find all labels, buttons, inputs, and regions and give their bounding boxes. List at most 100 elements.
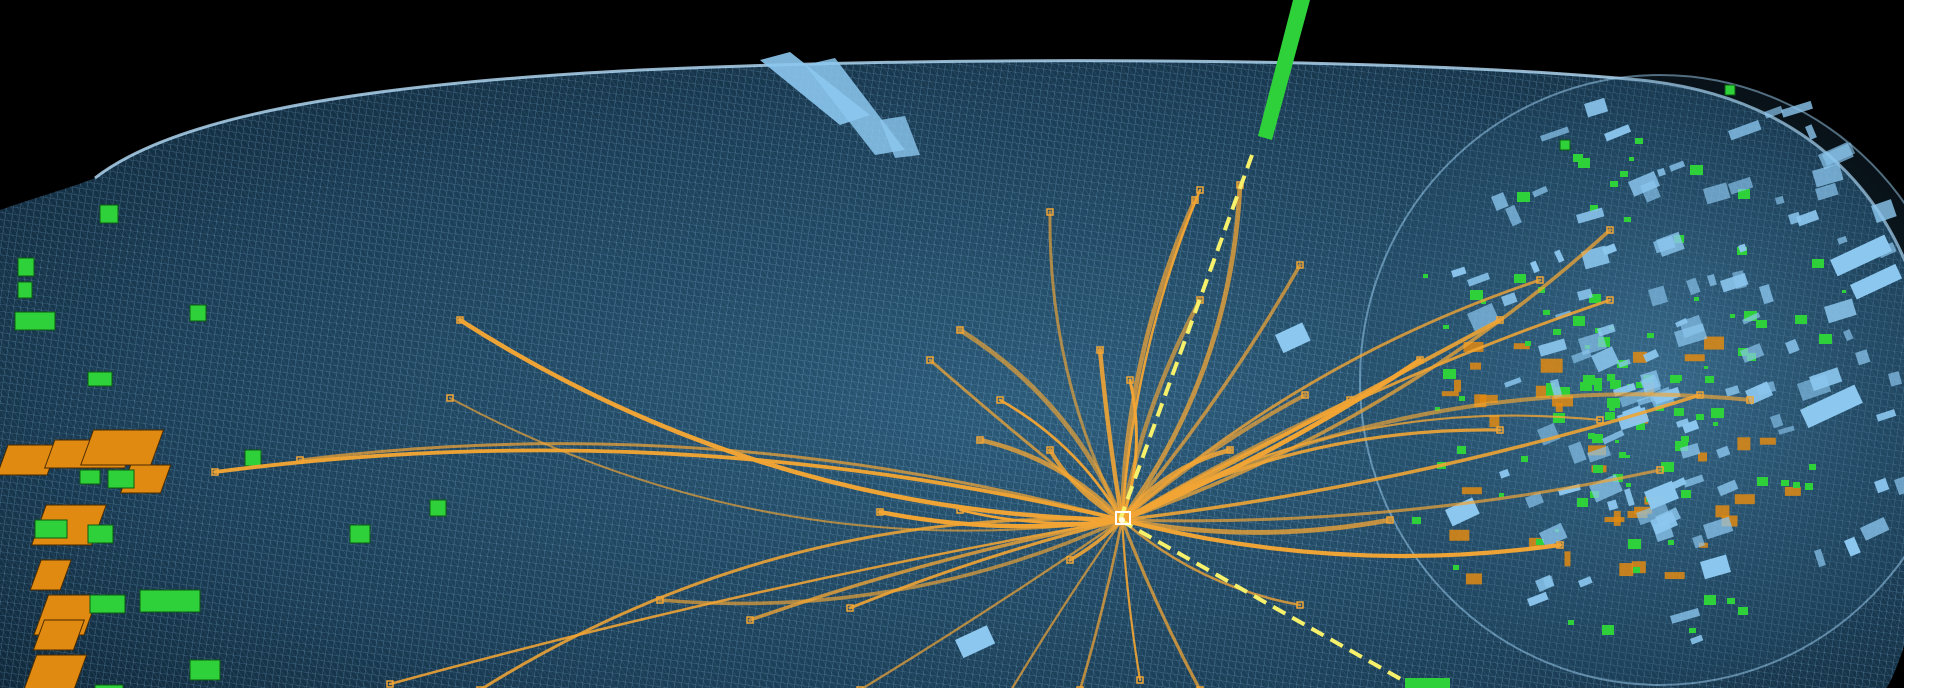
calorimeter-tower-icon <box>1704 336 1725 350</box>
particle-track-icon <box>958 508 1124 525</box>
endcap-block-icon <box>1830 234 1892 277</box>
particle-track-icon <box>998 398 1124 522</box>
particle-track-icon <box>1119 517 1563 559</box>
muon-chamber-hit-icon <box>1635 138 1643 144</box>
track-endpoint-icon <box>956 326 964 334</box>
endcap-block-icon <box>1539 126 1570 142</box>
endcap-block-icon <box>1719 272 1749 293</box>
endcap-block-icon <box>1692 534 1706 549</box>
particle-track-icon <box>1120 393 1702 522</box>
track-endpoint-icon <box>456 316 464 324</box>
endcap-block-icon <box>1815 182 1839 201</box>
endcap-block-icon <box>1499 468 1510 479</box>
track-endpoint-icon <box>956 506 964 514</box>
track-endpoint-icon <box>1296 601 1304 609</box>
endcap-block-icon <box>1800 384 1863 429</box>
endcap-block-icon <box>1785 338 1800 355</box>
muon-chamber-hit-icon <box>1499 493 1504 497</box>
track-endpoint-icon <box>1746 396 1754 404</box>
endcap-block-icon <box>1530 260 1540 274</box>
endcap-block-icon <box>1647 285 1669 307</box>
endcap-block-icon <box>1804 124 1817 140</box>
endcap-block-icon <box>1770 413 1784 429</box>
muon-chamber-hit-icon <box>1711 408 1724 418</box>
endcap-block-icon <box>1643 349 1660 363</box>
muon-chamber-hit-icon <box>1675 441 1688 451</box>
endcap-block-icon <box>1550 378 1563 399</box>
calorimeter-tower-icon <box>80 429 165 466</box>
muon-chamber-hit-icon <box>1580 382 1592 391</box>
endcap-block-icon <box>1636 502 1670 526</box>
particle-track-icon <box>457 317 1125 523</box>
muon-chamber-hit-icon <box>1668 540 1674 545</box>
calorimeter-tower-icon <box>1759 437 1776 445</box>
muon-chamber-hit-icon <box>189 659 221 681</box>
particle-track-icon <box>213 448 1124 522</box>
muon-chamber-hit-icon <box>1607 398 1620 408</box>
muon-chamber-hit-icon <box>1681 490 1691 498</box>
calorimeter-tower-icon <box>1540 358 1563 373</box>
endcap-block-icon <box>1467 303 1500 332</box>
endcap-block-icon <box>1676 418 1690 428</box>
muon-chamber-hit-icon <box>1553 413 1565 423</box>
muon-chamber-hit-icon <box>1559 139 1571 151</box>
muon-chamber-hit-icon <box>34 519 68 539</box>
particle-track-icon <box>928 358 1124 522</box>
endcap-block-icon <box>1651 519 1674 543</box>
muon-chamber-hit-icon <box>1809 464 1816 470</box>
calorimeter-tower-icon <box>1564 551 1571 567</box>
muon-chamber-hit-icon <box>1795 315 1807 324</box>
muon-chamber-hit-icon <box>1577 498 1588 507</box>
muon-chamber-hit-icon <box>1647 333 1654 338</box>
muon-chamber-hit-icon <box>349 524 371 544</box>
muon-chamber-hit-icon <box>1705 376 1714 383</box>
muon-chamber-hit-icon <box>1670 375 1680 383</box>
muon-chamber-hit-icon <box>1423 274 1428 278</box>
muon-chamber-hit-icon <box>1842 290 1846 293</box>
muon-chamber-hit-icon <box>1724 84 1736 96</box>
track-endpoint-icon <box>211 468 219 476</box>
particle-track-icon <box>478 517 1124 692</box>
track-endpoint-icon <box>1606 226 1614 234</box>
muon-chamber-hit-icon <box>1615 440 1619 443</box>
muon-chamber-hit-icon <box>1525 341 1531 346</box>
muon-chamber-hit-icon <box>1593 465 1603 473</box>
endcap-block-icon <box>1670 608 1701 624</box>
endcap-block-icon <box>1740 343 1765 364</box>
endcap-block-icon <box>1716 445 1731 459</box>
particle-track-icon <box>1119 392 1753 523</box>
muon-chamber-hit-icon <box>1593 378 1602 385</box>
particle-track-icon <box>848 518 1124 610</box>
endcap-block-icon <box>1577 331 1607 356</box>
endcap-block-icon <box>1682 419 1700 434</box>
particle-track-icon <box>1120 518 1142 682</box>
endcap-block-icon <box>1796 374 1832 402</box>
muon-chamber-hit-icon <box>1704 595 1716 605</box>
particle-track-icon <box>1047 447 1125 523</box>
muon-chamber-hit-icon <box>1781 480 1789 486</box>
calorimeter-tower-icon <box>1664 572 1685 580</box>
track-endpoint-icon <box>1496 426 1504 434</box>
endcap-block-icon <box>1728 176 1754 195</box>
muon-chamber-hit-icon <box>1620 171 1628 177</box>
calorimeter-tower-icon <box>1441 391 1459 397</box>
endcap-block-icon <box>1669 160 1686 172</box>
track-endpoint-icon <box>1386 516 1394 524</box>
muon-chamber-hit-icon <box>17 281 33 299</box>
particle-track-icon <box>1078 518 1124 692</box>
calorimeter-tower-icon <box>1737 437 1751 451</box>
frame-bottom <box>0 688 1942 696</box>
muon-chamber-hit-icon <box>1412 517 1421 524</box>
endcap-block-icon <box>1855 349 1871 366</box>
muon-chamber-hit-icon <box>1674 408 1684 416</box>
calorimeter-tower-icon <box>1465 573 1482 585</box>
muon-chamber-hit-icon <box>1730 314 1735 318</box>
muon-chamber-hit-icon <box>1624 217 1631 222</box>
muon-chamber-hit-icon <box>1636 423 1645 430</box>
track-endpoint-icon <box>1191 196 1199 204</box>
track-endpoint-icon <box>1046 208 1054 216</box>
muon-chamber-hit-icon <box>244 449 262 467</box>
endcap-block-icon <box>1843 329 1854 342</box>
track-endpoint-icon <box>1226 446 1234 454</box>
